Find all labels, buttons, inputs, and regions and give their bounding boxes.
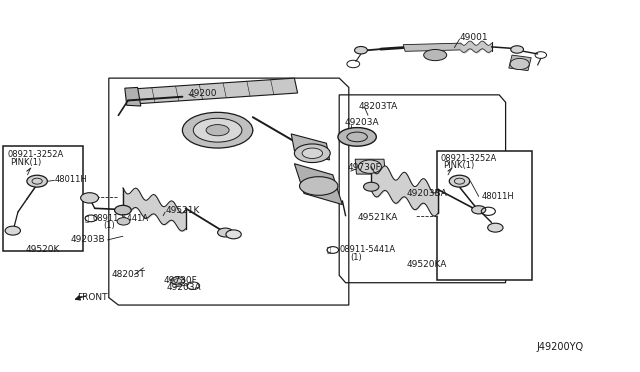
Polygon shape xyxy=(125,87,141,106)
Polygon shape xyxy=(291,134,330,160)
Text: 49200: 49200 xyxy=(189,89,218,97)
Ellipse shape xyxy=(171,277,185,285)
Ellipse shape xyxy=(218,228,233,237)
Text: 49203BA: 49203BA xyxy=(406,189,447,198)
Text: 49203A: 49203A xyxy=(344,118,379,127)
Ellipse shape xyxy=(488,223,503,232)
Ellipse shape xyxy=(85,215,97,222)
Text: 49730F: 49730F xyxy=(348,163,381,172)
Text: 08921-3252A: 08921-3252A xyxy=(440,154,497,163)
Ellipse shape xyxy=(338,128,376,146)
Text: 49521KA: 49521KA xyxy=(357,213,397,222)
Text: Ⓝ: Ⓝ xyxy=(327,247,332,253)
Ellipse shape xyxy=(510,58,529,70)
Text: 08911-5441A: 08911-5441A xyxy=(339,246,396,254)
Ellipse shape xyxy=(472,206,486,214)
Text: 48203T: 48203T xyxy=(112,270,146,279)
Ellipse shape xyxy=(206,125,229,136)
Ellipse shape xyxy=(193,118,242,142)
Ellipse shape xyxy=(226,230,241,239)
Ellipse shape xyxy=(302,148,323,158)
Text: 49521K: 49521K xyxy=(165,206,200,215)
Ellipse shape xyxy=(358,160,381,173)
Text: 49520K: 49520K xyxy=(26,246,60,254)
Text: PINK(1): PINK(1) xyxy=(10,158,42,167)
Polygon shape xyxy=(355,159,385,174)
Polygon shape xyxy=(128,78,298,104)
Ellipse shape xyxy=(355,46,367,54)
Text: 08921-3252A: 08921-3252A xyxy=(8,150,64,159)
Text: 49520KA: 49520KA xyxy=(406,260,447,269)
Ellipse shape xyxy=(5,226,20,235)
Text: 49203A: 49203A xyxy=(166,283,201,292)
Text: Ⓝ: Ⓝ xyxy=(85,215,90,222)
Ellipse shape xyxy=(27,175,47,187)
Text: (1): (1) xyxy=(350,253,362,262)
Ellipse shape xyxy=(449,175,470,187)
Ellipse shape xyxy=(364,182,379,191)
Text: 48011H: 48011H xyxy=(55,175,88,184)
Ellipse shape xyxy=(511,46,524,53)
Text: 49203B: 49203B xyxy=(70,235,105,244)
Ellipse shape xyxy=(117,218,130,225)
Text: 48203TA: 48203TA xyxy=(358,102,397,110)
Text: 48011H: 48011H xyxy=(481,192,514,201)
Ellipse shape xyxy=(294,144,330,163)
Ellipse shape xyxy=(81,193,99,203)
Ellipse shape xyxy=(115,205,131,215)
Text: 08911-5441A: 08911-5441A xyxy=(93,214,149,223)
Text: (1): (1) xyxy=(104,221,115,230)
Ellipse shape xyxy=(300,177,338,195)
Text: FRONT: FRONT xyxy=(77,293,108,302)
Polygon shape xyxy=(294,164,342,205)
Text: 49001: 49001 xyxy=(460,33,488,42)
Ellipse shape xyxy=(424,49,447,61)
Bar xyxy=(3,146,83,251)
Text: J49200YQ: J49200YQ xyxy=(536,342,584,352)
Polygon shape xyxy=(509,55,531,71)
Polygon shape xyxy=(403,43,463,51)
Text: PINK(1): PINK(1) xyxy=(443,161,474,170)
Ellipse shape xyxy=(182,112,253,148)
Text: 49730F: 49730F xyxy=(163,276,197,285)
Bar xyxy=(437,151,532,280)
